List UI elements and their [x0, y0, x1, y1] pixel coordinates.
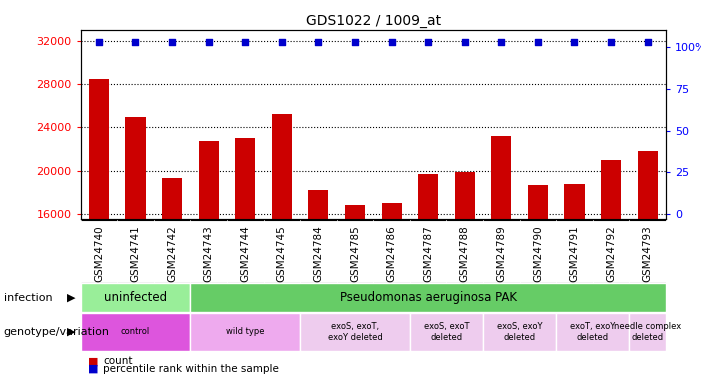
Bar — [528, 185, 548, 219]
Bar — [308, 190, 329, 219]
Point — [569, 39, 580, 45]
Text: ■: ■ — [88, 357, 98, 366]
Bar — [410, 313, 483, 351]
Text: GSM24740: GSM24740 — [94, 225, 104, 282]
Point — [349, 39, 360, 45]
Point — [386, 39, 397, 45]
Text: exoS, exoY
deleted: exoS, exoY deleted — [497, 322, 543, 342]
Bar — [345, 205, 365, 219]
Point — [203, 39, 215, 45]
Bar — [125, 117, 146, 219]
Bar — [191, 313, 300, 351]
Point — [496, 39, 507, 45]
Text: Pseudomonas aeruginosa PAK: Pseudomonas aeruginosa PAK — [340, 291, 517, 304]
Text: needle complex
deleted: needle complex deleted — [614, 322, 681, 342]
Text: GSM24793: GSM24793 — [643, 225, 653, 282]
Text: infection: infection — [4, 293, 52, 303]
Point — [313, 39, 324, 45]
Text: control: control — [121, 327, 150, 336]
Text: GSM24744: GSM24744 — [240, 225, 250, 282]
Bar — [491, 136, 512, 219]
Bar — [556, 313, 629, 351]
Bar — [198, 141, 219, 219]
Text: uninfected: uninfected — [104, 291, 167, 304]
Text: GSM24789: GSM24789 — [496, 225, 506, 282]
Bar — [629, 313, 666, 351]
Bar — [235, 138, 255, 219]
Text: percentile rank within the sample: percentile rank within the sample — [103, 364, 279, 374]
Text: GSM24741: GSM24741 — [130, 225, 140, 282]
Text: GSM24784: GSM24784 — [313, 225, 323, 282]
Point — [240, 39, 251, 45]
Title: GDS1022 / 1009_at: GDS1022 / 1009_at — [306, 13, 441, 28]
Point — [130, 39, 141, 45]
Bar — [89, 79, 109, 219]
Bar — [381, 203, 402, 219]
Text: GSM24785: GSM24785 — [350, 225, 360, 282]
Text: exoT, exoY
deleted: exoT, exoY deleted — [570, 322, 615, 342]
Text: GSM24787: GSM24787 — [423, 225, 433, 282]
Text: ▶: ▶ — [67, 293, 76, 303]
Text: wild type: wild type — [226, 327, 264, 336]
Point — [642, 39, 653, 45]
Text: GSM24745: GSM24745 — [277, 225, 287, 282]
Bar — [418, 174, 438, 219]
Text: exoS, exoT
deleted: exoS, exoT deleted — [423, 322, 469, 342]
Bar — [191, 283, 666, 312]
Text: GSM24743: GSM24743 — [204, 225, 214, 282]
Point — [276, 39, 287, 45]
Bar — [162, 178, 182, 219]
Text: count: count — [103, 357, 132, 366]
Bar — [300, 313, 410, 351]
Point — [532, 39, 543, 45]
Text: ■: ■ — [88, 364, 98, 374]
Bar — [455, 172, 475, 219]
Point — [606, 39, 617, 45]
Bar — [272, 114, 292, 219]
Text: genotype/variation: genotype/variation — [4, 327, 109, 337]
Bar — [483, 313, 556, 351]
Text: exoS, exoT,
exoY deleted: exoS, exoT, exoY deleted — [327, 322, 382, 342]
Text: GSM24790: GSM24790 — [533, 225, 543, 282]
Text: ▶: ▶ — [67, 327, 76, 337]
Text: GSM24792: GSM24792 — [606, 225, 616, 282]
Bar — [638, 151, 658, 219]
Text: GSM24742: GSM24742 — [167, 225, 177, 282]
Text: GSM24786: GSM24786 — [386, 225, 397, 282]
Bar — [81, 313, 191, 351]
Point — [166, 39, 177, 45]
Point — [423, 39, 434, 45]
Text: GSM24791: GSM24791 — [569, 225, 580, 282]
Point — [459, 39, 470, 45]
Bar — [81, 283, 191, 312]
Bar — [601, 160, 621, 219]
Text: GSM24788: GSM24788 — [460, 225, 470, 282]
Bar — [564, 184, 585, 219]
Point — [93, 39, 104, 45]
